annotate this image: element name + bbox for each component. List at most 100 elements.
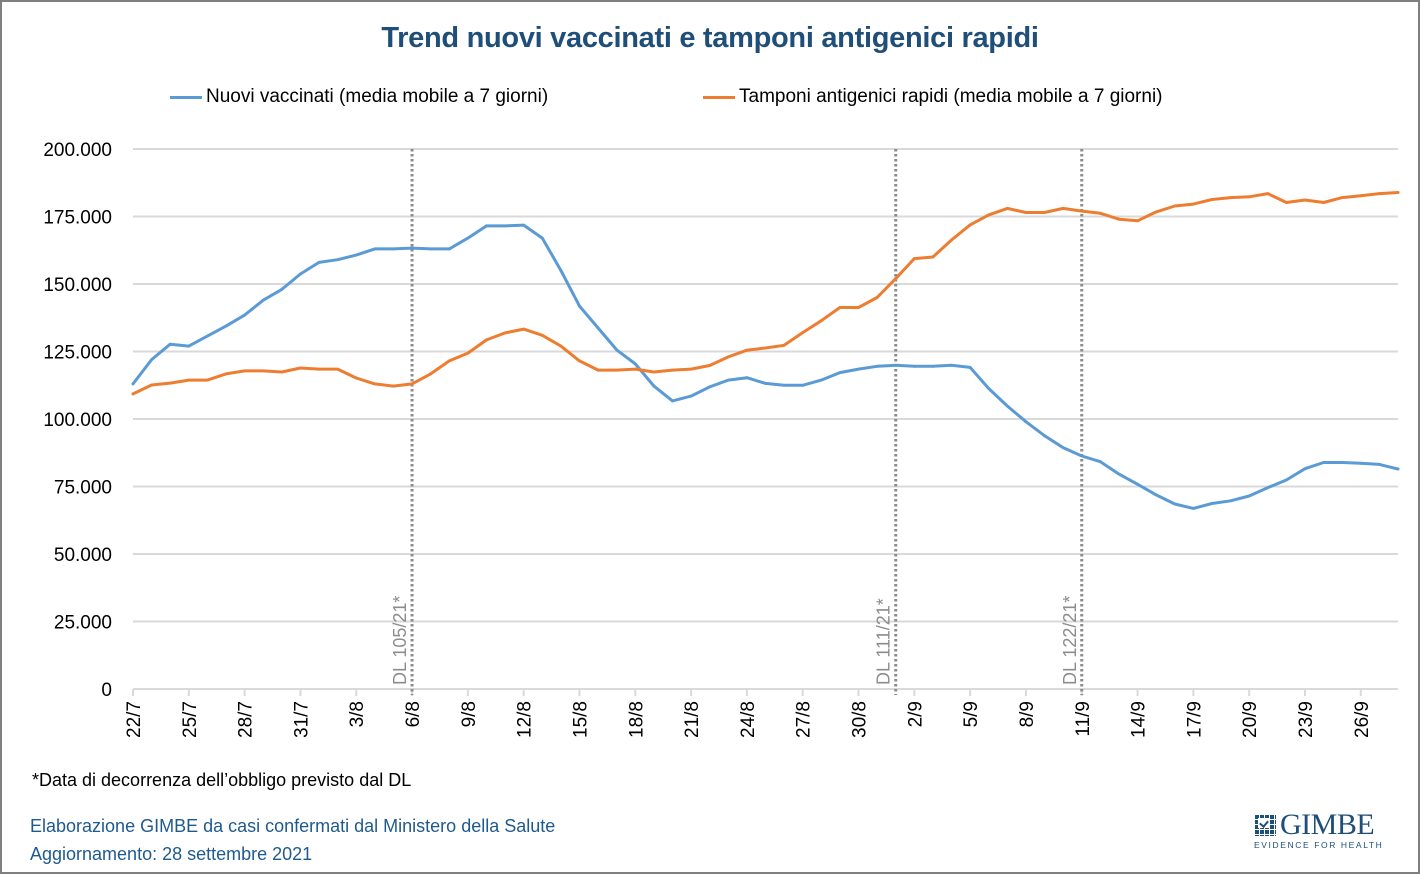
x-tick-label: 25/7 [180, 701, 201, 738]
data-point-tamponi [578, 359, 581, 363]
data-point-vaccinati [1080, 454, 1084, 458]
data-point-vaccinati [466, 236, 470, 240]
data-point-tamponi [1340, 196, 1344, 200]
data-point-tamponi [168, 381, 172, 385]
legend-label-vaccinati: Nuovi vaccinati (media mobile a 7 giorni… [206, 86, 549, 107]
data-point-tamponi [299, 366, 302, 370]
data-point-tamponi [819, 319, 823, 323]
data-point-vaccinati [354, 253, 358, 257]
legend: Nuovi vaccinati (media mobile a 7 giorni… [0, 86, 1420, 112]
data-point-vaccinati [410, 246, 414, 250]
data-point-vaccinati [708, 385, 712, 389]
data-point-tamponi [1080, 209, 1084, 213]
data-point-vaccinati [1359, 461, 1363, 465]
data-point-vaccinati [857, 367, 860, 371]
data-point-tamponi [633, 367, 637, 371]
data-point-tamponi [764, 346, 767, 350]
data-point-vaccinati [373, 247, 377, 251]
data-point-tamponi [429, 372, 432, 376]
data-point-tamponi [652, 370, 656, 374]
data-point-vaccinati [187, 344, 191, 348]
legend-item-tamponi: Tamponi antigenici rapidi (media mobile … [703, 86, 1163, 108]
x-tick-label: 30/8 [850, 701, 871, 738]
data-point-vaccinati [485, 224, 488, 228]
data-point-vaccinati [950, 363, 953, 367]
data-point-vaccinati [168, 342, 172, 346]
x-tick-label: 17/9 [1184, 701, 1205, 738]
data-point-tamponi [1359, 194, 1363, 198]
y-axis: 0 25.000 50.000 75.000 100.000 125.000 150.000… [43, 140, 112, 701]
data-point-vaccinati [819, 378, 823, 382]
data-point-vaccinati [1340, 461, 1344, 464]
data-point-vaccinati [671, 399, 674, 403]
data-point-vaccinati [447, 247, 451, 251]
x-tick-label: 12/8 [515, 701, 536, 738]
data-point-vaccinati [522, 223, 526, 227]
data-point-vaccinati [336, 258, 339, 262]
x-tick-label: 22/7 [124, 701, 145, 738]
data-point-tamponi [1117, 217, 1121, 221]
data-point-tamponi [466, 351, 470, 355]
x-tick-label: 3/8 [347, 701, 368, 727]
data-point-vaccinati [261, 298, 265, 302]
data-point-tamponi [894, 277, 898, 280]
data-point-vaccinati [1173, 502, 1177, 506]
data-point-tamponi [1303, 198, 1307, 202]
data-point-vaccinati [559, 269, 563, 272]
series-lines [131, 191, 1400, 510]
data-point-tamponi [801, 331, 805, 334]
source-line-1: Elaborazione GIMBE da casi confermati da… [30, 816, 556, 836]
data-point-tamponi [261, 369, 265, 373]
data-point-vaccinati [1378, 463, 1381, 466]
annotation-lines: DL 105/21* DL 111/21* DL 122/21* [390, 149, 1084, 695]
data-point-tamponi [373, 382, 377, 386]
data-point-vaccinati [894, 363, 898, 367]
x-tick-label: 31/7 [291, 701, 312, 738]
data-point-tamponi [150, 383, 154, 387]
data-point-vaccinati [987, 387, 991, 390]
logo-tagline: EVIDENCE FOR HEALTH [1254, 840, 1384, 850]
data-point-tamponi [1210, 198, 1214, 201]
data-point-tamponi [206, 378, 209, 382]
data-point-vaccinati [1322, 461, 1325, 464]
data-point-tamponi [987, 213, 991, 217]
data-point-vaccinati [1005, 404, 1009, 408]
data-point-vaccinati [596, 326, 600, 330]
data-point-tamponi [1154, 210, 1158, 214]
data-point-vaccinati [745, 376, 749, 380]
data-point-tamponi [596, 368, 600, 372]
data-point-vaccinati [429, 247, 432, 251]
x-tick-label: 27/8 [794, 701, 815, 738]
x-tick-label: 6/8 [403, 701, 424, 727]
y-tick-label: 25.000 [54, 613, 112, 634]
data-point-vaccinati [1396, 467, 1400, 471]
data-point-vaccinati [299, 272, 302, 276]
data-point-vaccinati [1210, 502, 1214, 505]
grid-lines [133, 148, 1398, 623]
data-point-vaccinati [503, 224, 507, 228]
data-point-tamponi [1378, 192, 1381, 196]
x-tick-label: 8/9 [1017, 701, 1038, 727]
legend-swatch-tamponi [703, 95, 735, 99]
data-point-tamponi [1136, 219, 1139, 223]
data-point-vaccinati [578, 304, 581, 308]
data-point-vaccinati [224, 324, 228, 328]
y-tick-label: 0 [101, 680, 112, 701]
data-point-tamponi [671, 368, 674, 372]
data-point-tamponi [615, 368, 619, 372]
data-point-vaccinati [131, 382, 135, 386]
data-point-vaccinati [615, 348, 619, 352]
logo-name: GIMBE [1280, 808, 1375, 841]
x-tick-label: 18/8 [626, 701, 647, 738]
x-tick-label: 28/7 [236, 701, 257, 738]
x-tick-label: 11/9 [1073, 701, 1094, 737]
data-point-tamponi [1061, 207, 1065, 210]
data-point-vaccinati [1285, 478, 1288, 482]
data-point-vaccinati [280, 288, 284, 291]
data-point-vaccinati [726, 378, 730, 382]
annotation-label: DL 111/21* [874, 598, 894, 685]
data-point-vaccinati [1099, 460, 1102, 464]
data-point-tamponi [745, 348, 749, 352]
data-point-tamponi [1322, 201, 1325, 204]
data-point-tamponi [1285, 201, 1288, 204]
